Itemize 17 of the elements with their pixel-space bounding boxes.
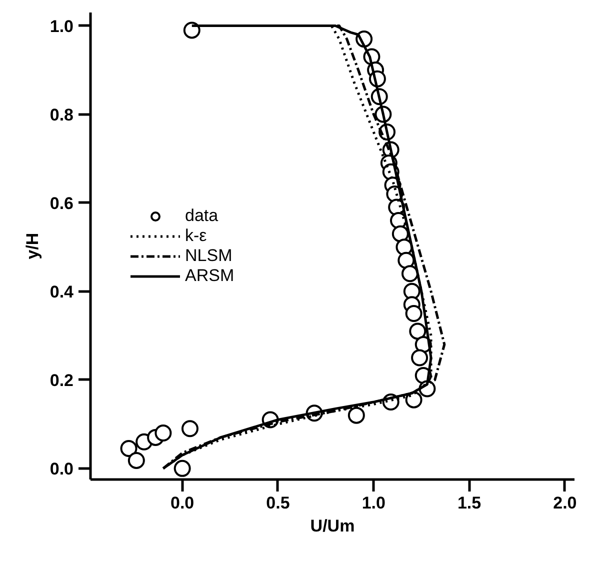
- legend-label: k-ε: [185, 226, 207, 246]
- y-tick-label: 0.0: [50, 459, 74, 478]
- x-tick-label: 1.0: [362, 494, 386, 512]
- x-tick-label: 2.0: [553, 494, 577, 512]
- legend-label: data: [185, 206, 218, 226]
- y-tick-label: 0.6: [50, 194, 74, 213]
- y-tick-label: 0.2: [50, 370, 74, 390]
- legend-label: NLSM: [185, 246, 232, 266]
- x-tick-label: 1.5: [457, 494, 482, 512]
- y-tick-label: 0.8: [50, 105, 74, 124]
- y-axis-title: y/H: [22, 232, 42, 260]
- x-tick-label: 0.0: [170, 494, 194, 512]
- x-tick-label: 0.5: [266, 494, 290, 512]
- y-tick-label: 0.4: [50, 282, 74, 302]
- x-axis-title: U/Um: [310, 516, 355, 536]
- y-tick-label: 1.0: [50, 16, 74, 36]
- legend-label: ARSM: [185, 266, 234, 286]
